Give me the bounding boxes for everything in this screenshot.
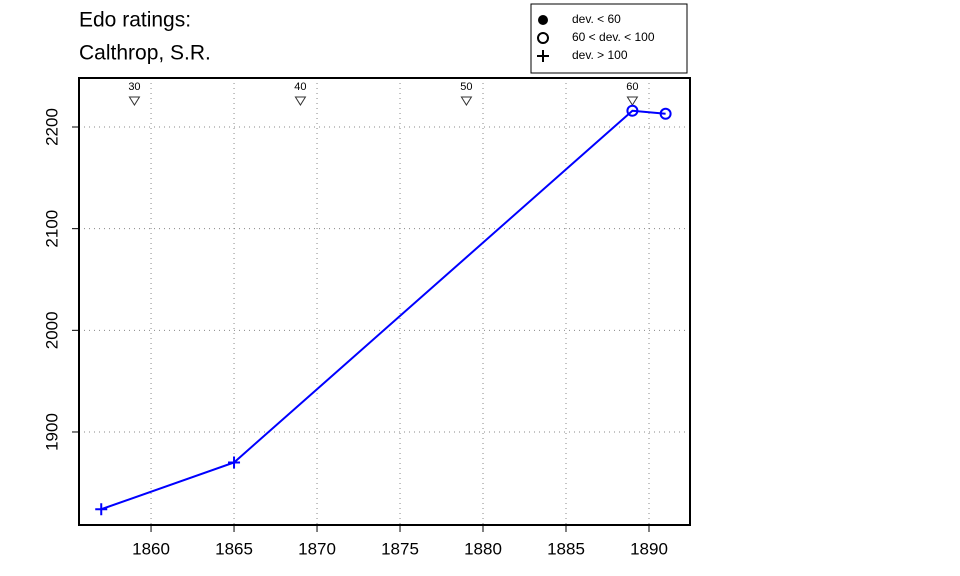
x-tick-label: 1890 (630, 539, 668, 558)
chart-title: Edo ratings: (79, 9, 191, 32)
legend-marker (538, 15, 548, 25)
legend-label: dev. > 100 (572, 48, 628, 62)
annotation-label: 30 (128, 81, 140, 93)
chart-subtitle: Calthrop, S.R. (79, 42, 211, 65)
marker (659, 107, 672, 120)
annotation-label: 40 (294, 81, 306, 93)
x-tick-label: 1865 (215, 539, 253, 558)
legend-marker (537, 50, 549, 62)
x-tick-label: 1860 (132, 539, 170, 558)
annotation-marker (294, 96, 307, 106)
legend-box (530, 3, 688, 74)
legend-marker (537, 32, 549, 44)
annotation-marker (460, 96, 473, 106)
x-tick-label: 1880 (464, 539, 502, 558)
marker (95, 503, 108, 516)
annotation-marker (626, 96, 639, 106)
y-tick-label: 2200 (42, 108, 61, 146)
y-tick-label: 2000 (42, 311, 61, 349)
annotation-marker (128, 96, 141, 106)
x-tick-label: 1885 (547, 539, 585, 558)
legend-label: dev. < 60 (572, 12, 621, 26)
legend-label: 60 < dev. < 100 (572, 30, 655, 44)
plot-frame (78, 77, 691, 526)
y-tick-label: 1900 (42, 413, 61, 451)
marker (626, 104, 639, 117)
marker (228, 456, 241, 469)
annotation-label: 50 (460, 81, 472, 93)
line (100, 109, 666, 511)
y-tick-label: 2100 (42, 210, 61, 248)
annotation-label: 60 (626, 81, 638, 93)
x-tick-label: 1870 (298, 539, 336, 558)
x-tick-label: 1875 (381, 539, 419, 558)
